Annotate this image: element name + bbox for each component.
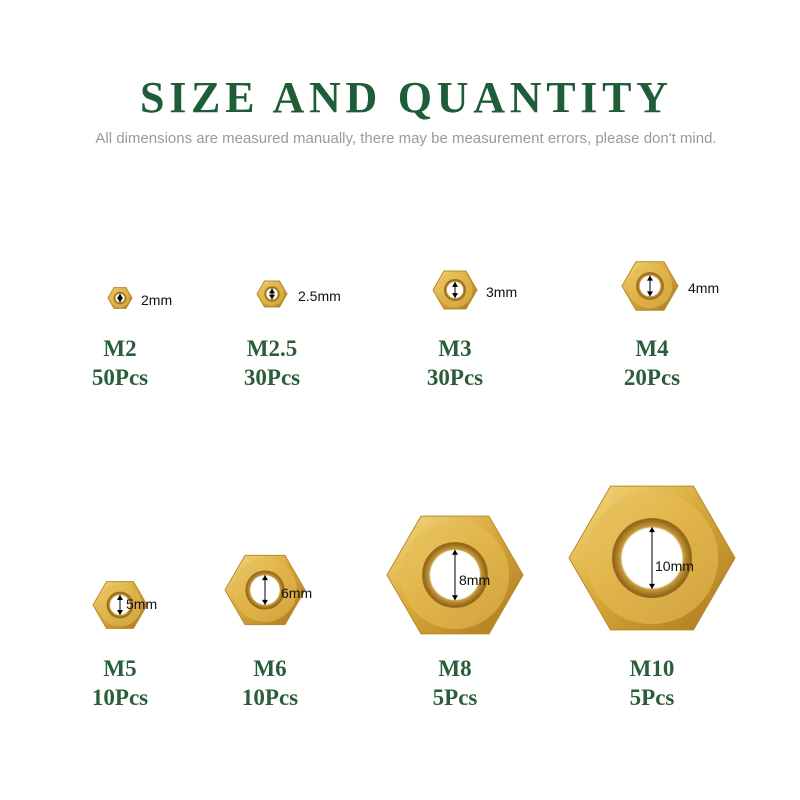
dimension: 4mm bbox=[688, 280, 719, 296]
dimension: 3mm bbox=[486, 284, 517, 300]
nut-item: 10mm M10 5Pcs bbox=[568, 485, 736, 710]
dimension: 2.5mm bbox=[298, 288, 341, 304]
arrow-head bbox=[117, 610, 123, 616]
nut-item: 6mm M6 10Pcs bbox=[224, 554, 312, 710]
size-label: M3 bbox=[438, 336, 471, 361]
subtitle: All dimensions are measured manually, th… bbox=[95, 130, 716, 147]
size-label: M8 bbox=[438, 656, 471, 681]
nut-item: 5mm M5 10Pcs bbox=[92, 581, 157, 710]
quantity-label: 50Pcs bbox=[92, 365, 148, 390]
nut-item: 2.5mm M2.5 30Pcs bbox=[244, 280, 341, 390]
arrow-head bbox=[649, 527, 655, 533]
size-label: M2.5 bbox=[247, 336, 297, 361]
arrow-head bbox=[269, 288, 275, 294]
arrow-head bbox=[117, 293, 123, 299]
quantity-label: 5Pcs bbox=[630, 685, 675, 710]
dimension: 2mm bbox=[141, 292, 172, 308]
quantity-label: 10Pcs bbox=[242, 685, 298, 710]
arrow-head bbox=[647, 275, 653, 281]
arrow-head bbox=[269, 294, 275, 300]
arrow-head bbox=[452, 281, 458, 287]
quantity-label: 20Pcs bbox=[624, 365, 680, 390]
arrow-head bbox=[452, 595, 458, 601]
nut-item: 2mm M2 50Pcs bbox=[92, 287, 172, 390]
nut-item: 4mm M4 20Pcs bbox=[621, 261, 719, 390]
arrow-head bbox=[117, 594, 123, 600]
arrow-head bbox=[647, 291, 653, 297]
size-label: M4 bbox=[635, 336, 669, 361]
nut-item: 8mm M8 5Pcs bbox=[386, 515, 524, 710]
arrow-head bbox=[117, 297, 123, 303]
quantity-label: 10Pcs bbox=[92, 685, 148, 710]
dimension: 5mm bbox=[126, 596, 157, 612]
size-label: M6 bbox=[253, 656, 286, 681]
arrow-head bbox=[262, 575, 268, 581]
title: SIZE AND QUANTITY bbox=[140, 73, 668, 122]
quantity-label: 30Pcs bbox=[244, 365, 300, 390]
arrow-head bbox=[262, 599, 268, 605]
size-label: M10 bbox=[630, 656, 675, 681]
dimension: 6mm bbox=[281, 585, 312, 601]
arrow-head bbox=[452, 549, 458, 555]
nut-item: 3mm M3 30Pcs bbox=[427, 270, 517, 390]
dimension: 10mm bbox=[655, 558, 694, 574]
quantity-label: 5Pcs bbox=[433, 685, 478, 710]
arrow-head bbox=[452, 293, 458, 299]
dimension: 8mm bbox=[459, 572, 490, 588]
arrow-head bbox=[649, 583, 655, 589]
size-label: M2 bbox=[103, 336, 136, 361]
size-label: M5 bbox=[103, 656, 136, 681]
quantity-label: 30Pcs bbox=[427, 365, 483, 390]
items: 2mm M2 50Pcs 2.5mm M2.5 30Pcs 3mm M3 30Pcs 4mm M4 2… bbox=[92, 261, 736, 710]
